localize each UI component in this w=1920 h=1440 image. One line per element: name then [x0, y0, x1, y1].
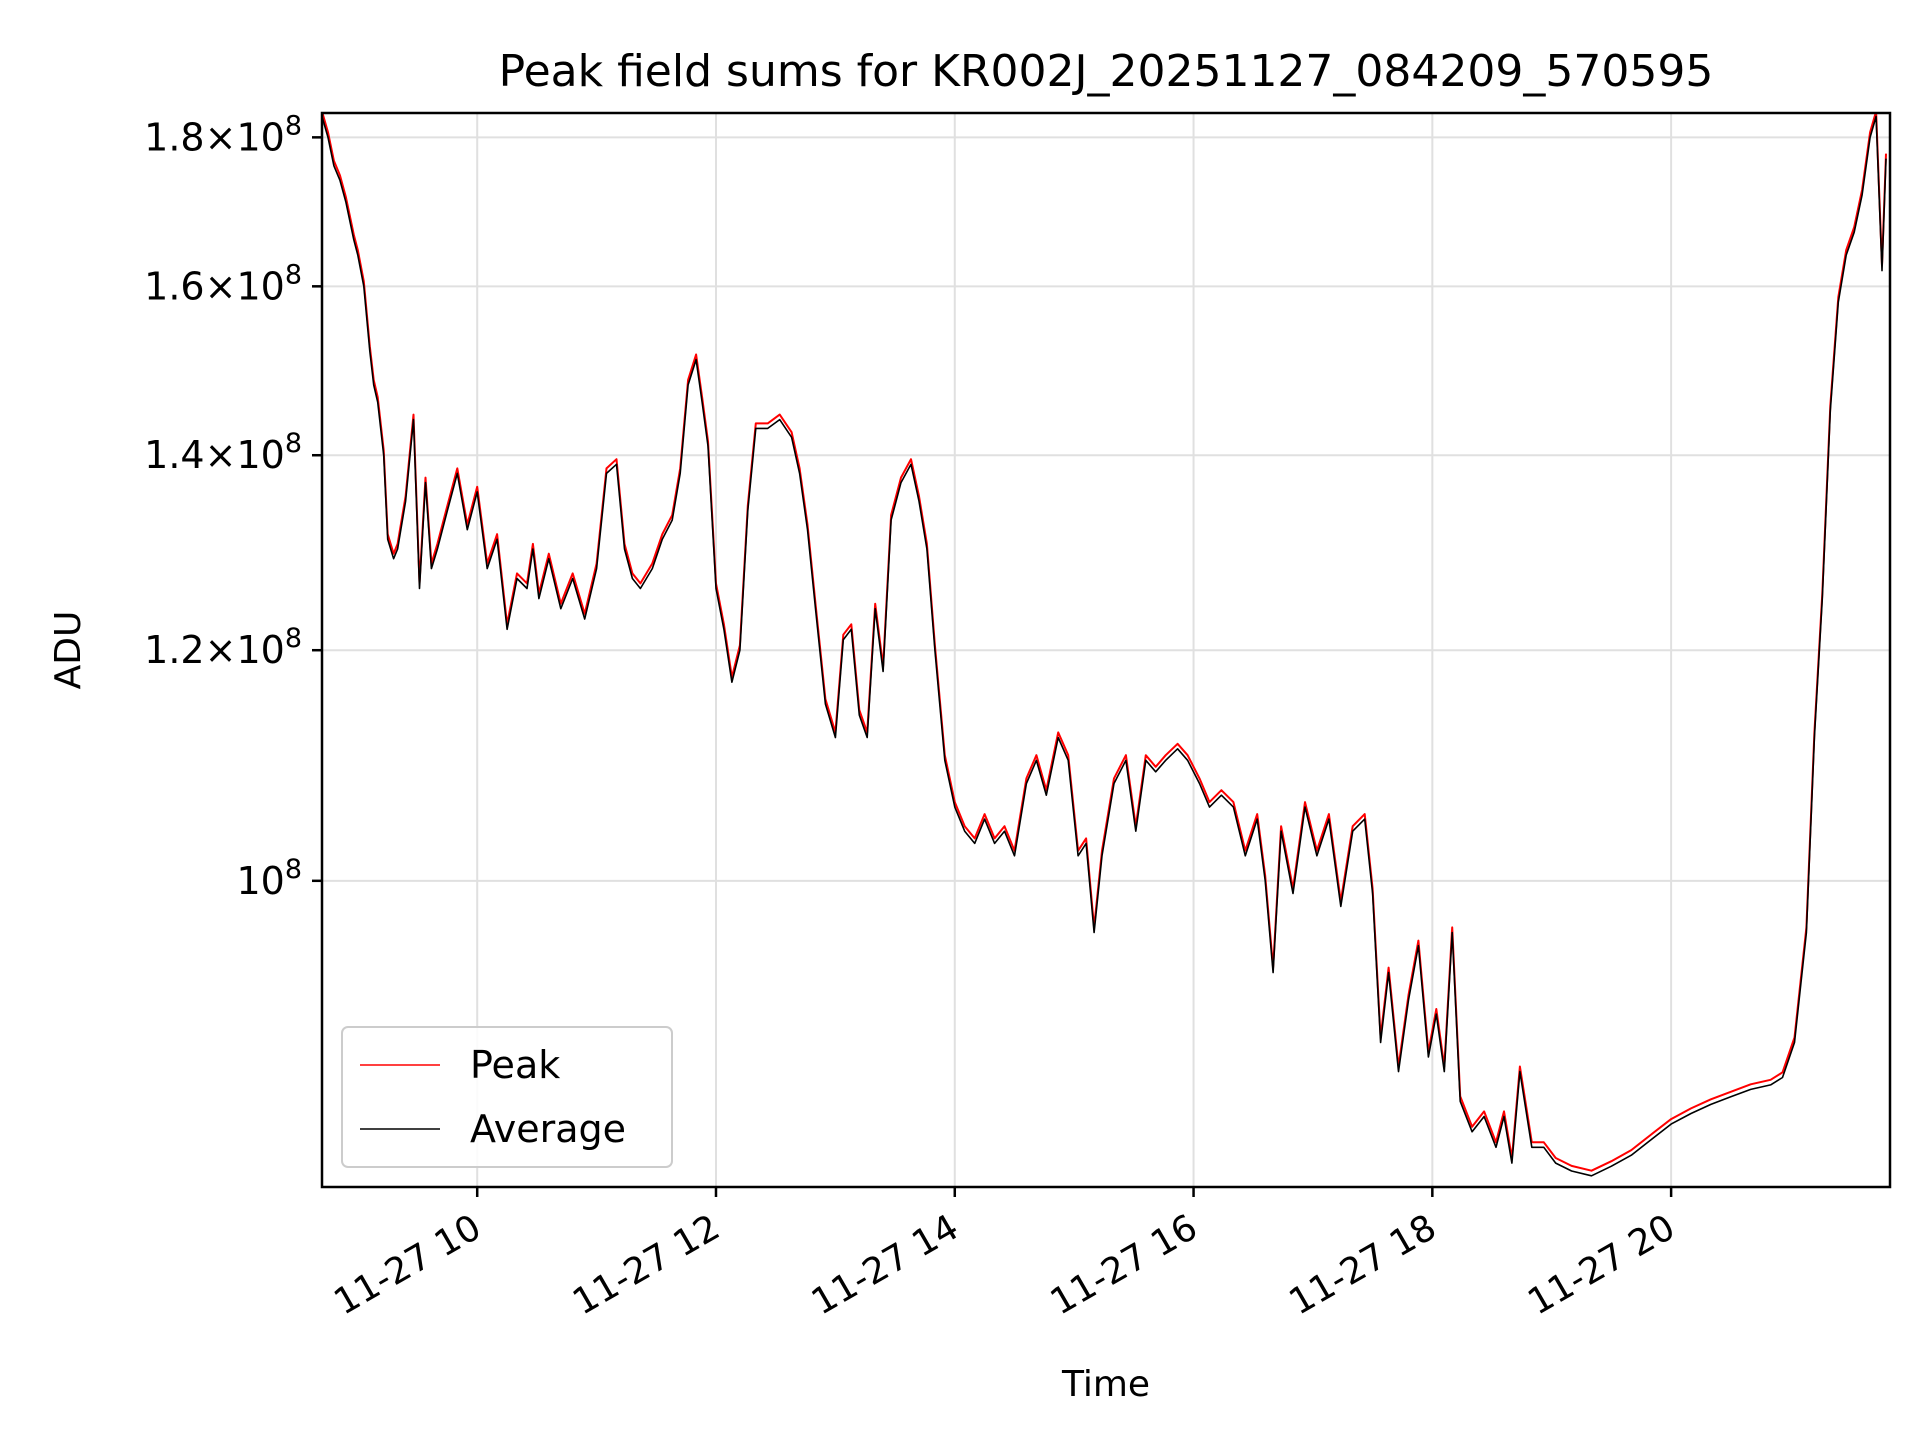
grid: [322, 113, 1890, 1187]
y-axis-label: ADU: [48, 611, 89, 690]
x-tick-label: 11-27 10: [327, 1207, 488, 1323]
legend-box: [341, 1026, 673, 1168]
y-tick-exponent: 8: [285, 110, 302, 141]
legend-label-peak: Peak: [470, 1043, 560, 1087]
y-tick-base: 10: [236, 859, 284, 903]
x-axis-label: Time: [1061, 1364, 1150, 1405]
x-tick-label: 11-27 12: [566, 1207, 727, 1323]
y-tick-label: 1.4×108: [144, 428, 302, 477]
series-layer: [322, 113, 1887, 1177]
x-tick-label: 11-27 20: [1521, 1207, 1682, 1323]
y-tick-exponent: 8: [285, 623, 302, 654]
series-line-peak: [322, 113, 1887, 1172]
y-tick-base: 1.6×10: [144, 264, 285, 308]
y-tick-base: 1.2×10: [144, 628, 285, 672]
chart-title: Peak field sums for KR002J_20251127_0842…: [499, 46, 1714, 97]
y-tick-base: 1.4×10: [144, 433, 285, 477]
x-tick-label: 11-27 14: [805, 1207, 966, 1323]
y-tick-base: 1.8×10: [144, 115, 285, 159]
x-tick-label: 11-27 16: [1044, 1207, 1205, 1323]
y-tick-label: 108: [236, 854, 302, 903]
y-tick-label: 1.2×108: [144, 623, 302, 672]
y-tick-label: 1.8×108: [144, 110, 302, 159]
y-tick-exponent: 8: [285, 428, 302, 459]
x-axis: 11-27 10 11-27 12 11-27 14 11-27 16 11-27 18…: [327, 1187, 1682, 1323]
y-tick-exponent: 8: [285, 854, 302, 885]
series-line-average: [322, 115, 1887, 1177]
y-tick-exponent: 8: [285, 259, 302, 290]
y-tick-label: 1.6×108: [144, 259, 302, 308]
legend: Peak Average: [341, 1026, 673, 1168]
legend-label-average: Average: [470, 1107, 626, 1151]
x-tick-label: 11-27 18: [1283, 1207, 1444, 1323]
